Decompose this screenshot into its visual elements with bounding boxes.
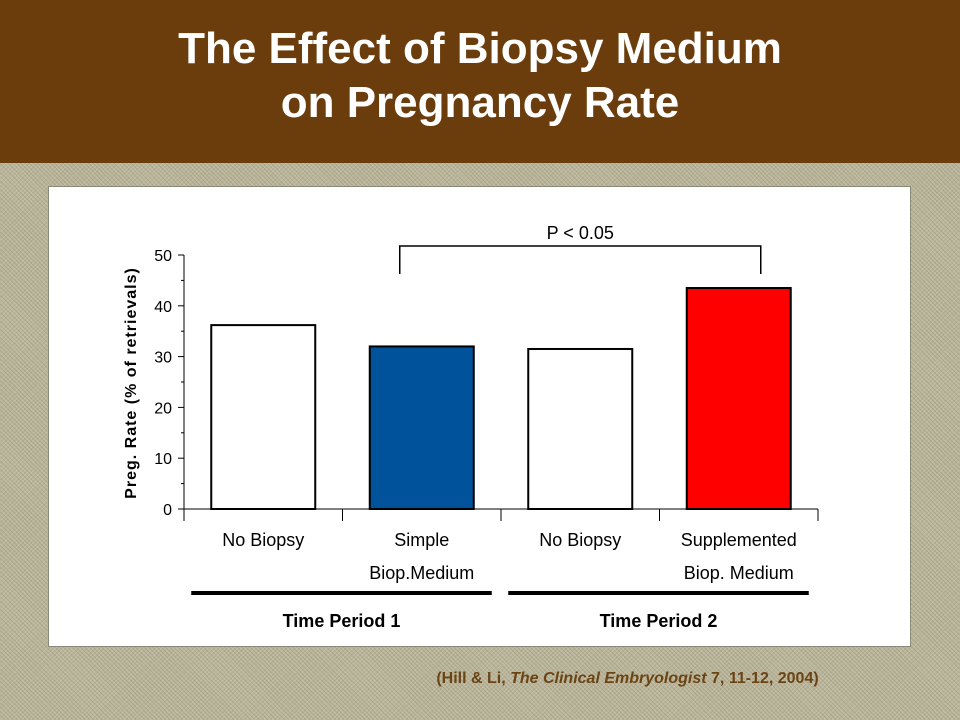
bar-chart: 0 10 20 30 40 50 Preg. Rate (% of retrievals) N… (123, 223, 819, 631)
chart-panel: 0 10 20 30 40 50 Preg. Rate (% of retrievals) N… (48, 186, 911, 647)
y-tick-label: 40 (154, 299, 172, 316)
y-axis-label: Preg. Rate (% of retrievals) (123, 267, 140, 499)
x-tick-label-line2: Biop. Medium (684, 563, 794, 583)
y-tick-label: 30 (154, 350, 172, 367)
x-tick-label: No Biopsy (539, 530, 621, 550)
x-tick-label: Simple (394, 530, 449, 550)
citation-suffix: 7, 11-12, 2004) (706, 670, 819, 687)
citation-journal: The Clinical Embryologist (510, 670, 707, 687)
bar (527, 347, 634, 510)
slide-title-line1: The Effect of Biopsy Medium (178, 24, 782, 73)
y-tick-label: 20 (154, 400, 172, 417)
citation: (Hill & Li, The Clinical Embryologist 7,… (0, 670, 960, 688)
bar (685, 287, 792, 510)
citation-prefix: (Hill & Li, (436, 670, 511, 687)
bar (368, 345, 475, 510)
y-tick-label: 50 (154, 248, 172, 265)
significance-label: P < 0.05 (547, 223, 614, 243)
title-banner: The Effect of Biopsy Medium on Pregnancy… (0, 0, 960, 163)
x-tick-label-line2: Biop.Medium (369, 563, 474, 583)
bar (210, 324, 317, 510)
x-tick-label: Supplemented (681, 530, 797, 550)
slide-title-line2: on Pregnancy Rate (280, 78, 680, 127)
y-tick-label: 0 (163, 502, 172, 519)
time-period-label: Time Period 2 (600, 611, 718, 631)
y-tick-label: 10 (154, 451, 172, 468)
significance-bracket (399, 245, 762, 274)
x-tick-label: No Biopsy (222, 530, 304, 550)
slide-title: The Effect of Biopsy Medium on Pregnancy… (0, 22, 960, 130)
time-period-label: Time Period 1 (283, 611, 401, 631)
